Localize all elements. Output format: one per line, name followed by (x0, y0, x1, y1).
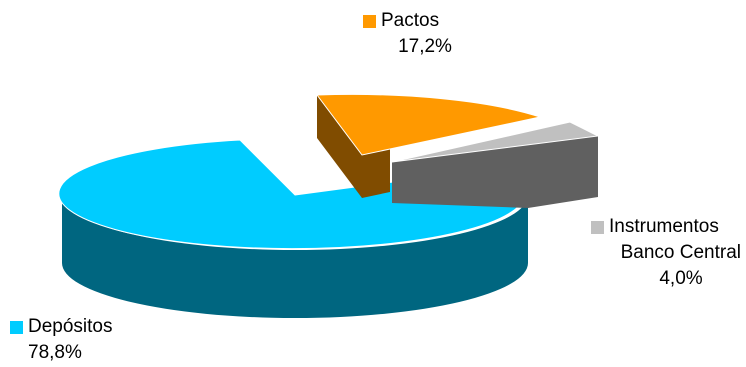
legend-swatch-instrumentos (591, 220, 604, 234)
slice-pactos-side-left (317, 95, 362, 198)
slice-pactos-side-front (362, 148, 390, 198)
label-pactos-name: Pactos (381, 10, 440, 31)
slice-pactos-top (316, 93, 542, 156)
legend-swatch-depositos (10, 320, 23, 334)
label-depositos: Depósitos 78,8% (10, 314, 130, 366)
legend-swatch-pactos (363, 14, 376, 28)
slice-depositos-top (58, 139, 526, 250)
slice-depositos-side (62, 195, 528, 318)
slice-pactos (316, 93, 542, 198)
label-pactos-value: 17,2% (398, 36, 452, 57)
label-instrumentos: Instrumentos Banco Central 4,0% (585, 214, 745, 292)
slice-depositos (58, 139, 528, 318)
label-depositos-value: 78,8% (28, 342, 82, 363)
label-instrumentos-name: Instrumentos (609, 216, 719, 237)
label-pactos: Pactos 17,2% (355, 8, 475, 60)
slice-instrumentos-side (392, 136, 598, 208)
slice-instrumentos (391, 121, 600, 208)
label-depositos-name: Depósitos (28, 316, 113, 337)
slice-instrumentos-top (391, 121, 600, 163)
label-instrumentos-value: 4,0% (659, 268, 703, 289)
label-instrumentos-name-line2: Banco Central (620, 242, 741, 263)
